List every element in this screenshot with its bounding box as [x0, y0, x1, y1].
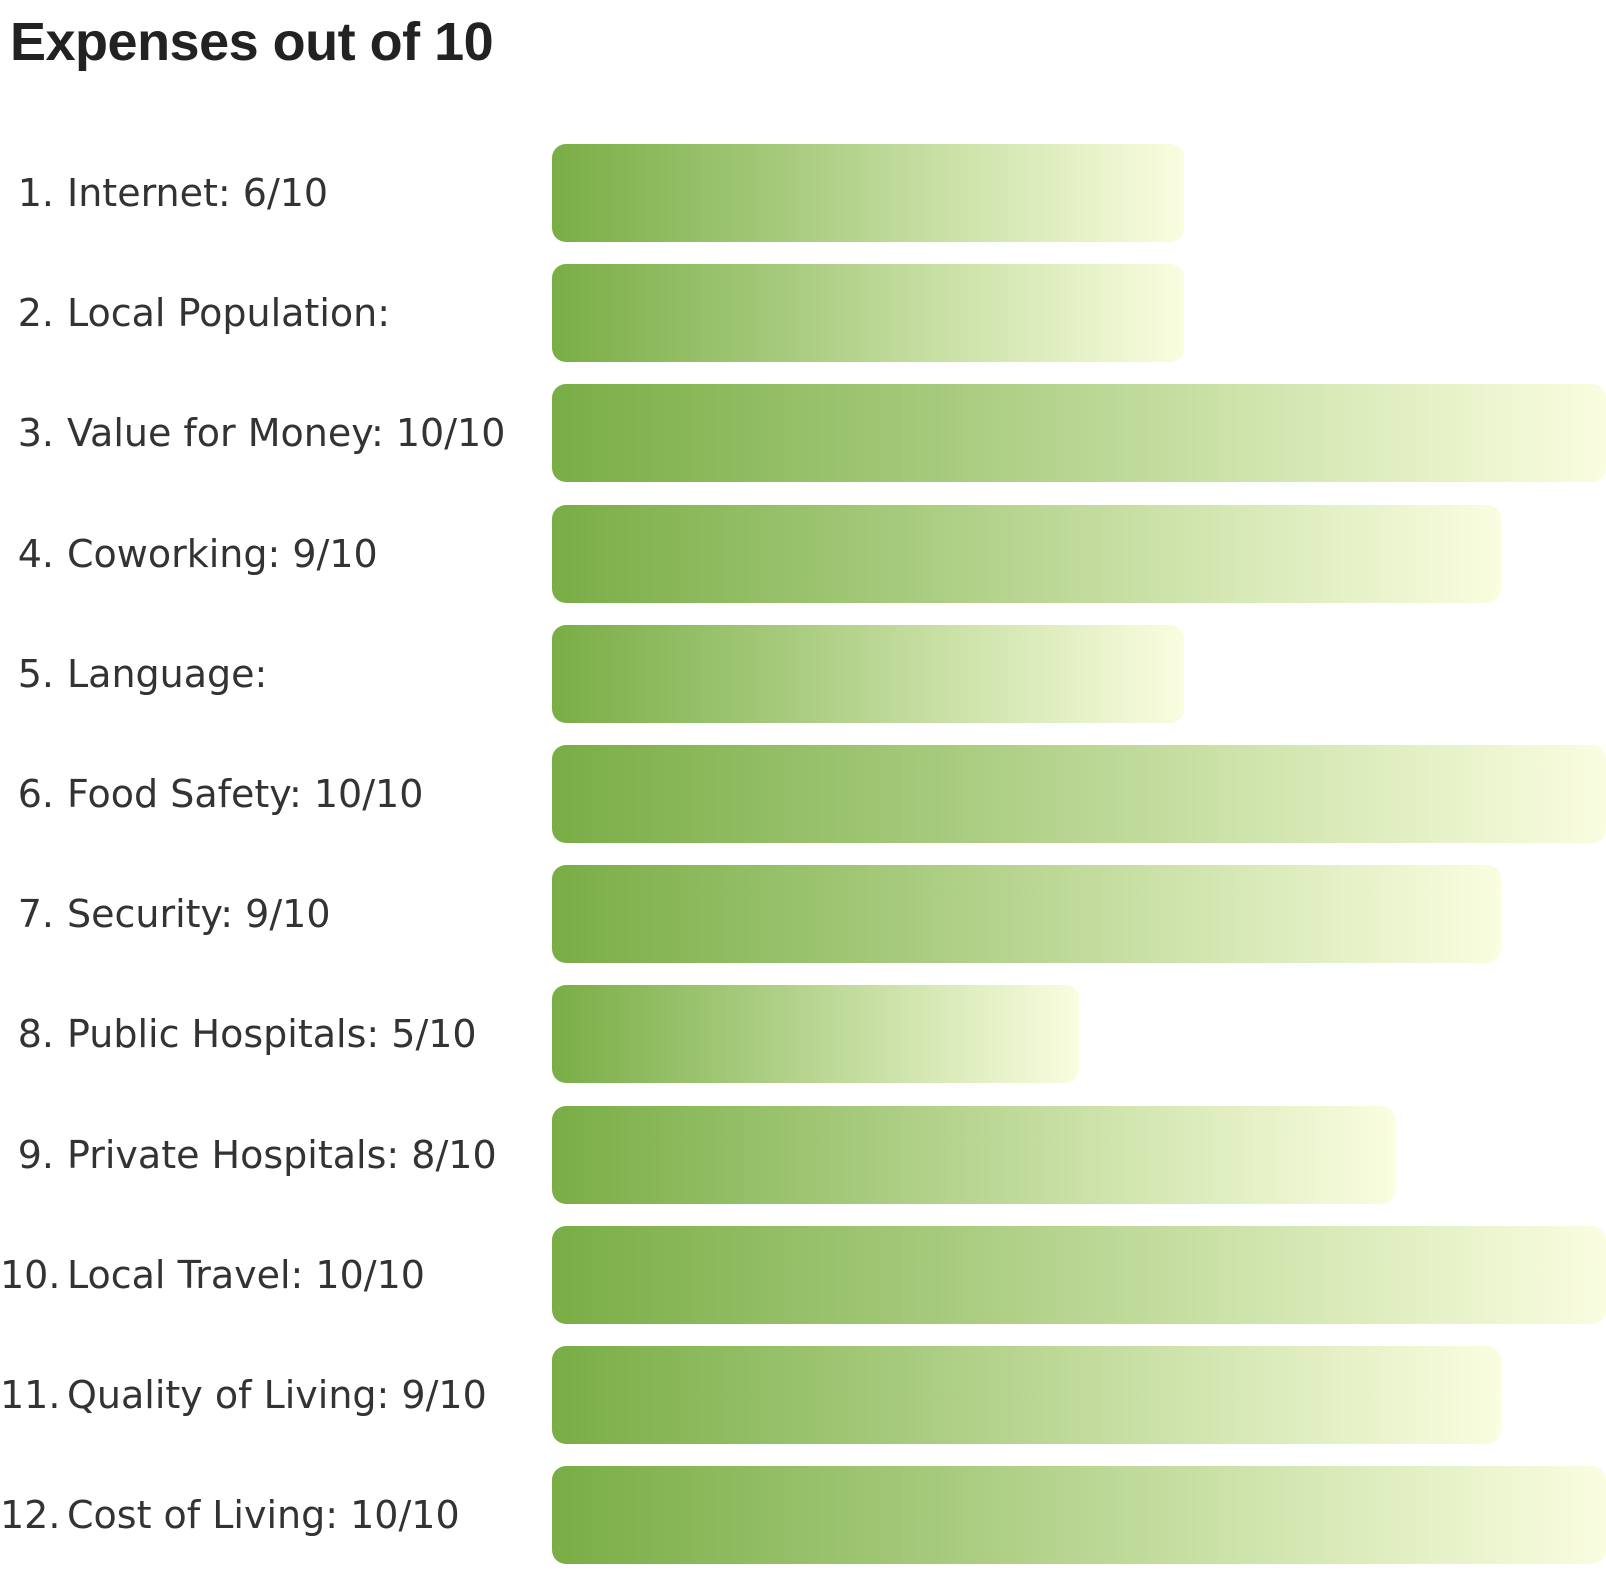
bar-row: 5. Language:: [0, 624, 1606, 723]
bar: [552, 384, 1606, 483]
bar-label: 5. Language:: [0, 625, 268, 723]
bar-label-number: 2.: [17, 291, 54, 336]
bar-label-text: Quality of Living: 9/10: [67, 1373, 487, 1417]
bar-label-number: 11.: [0, 1373, 61, 1417]
bar-track: [552, 1105, 1606, 1204]
bar-label-text: Coworking: 9/10: [67, 531, 378, 576]
bar-label-number: 12.: [0, 1493, 61, 1538]
bar: [552, 985, 1079, 1084]
bar-track: [552, 1346, 1606, 1444]
bar-label-number: 9.: [17, 1132, 54, 1177]
bar-label-text: Public Hospitals: 5/10: [67, 1012, 477, 1057]
bar: [552, 865, 1501, 964]
bar-label-text: Food Safety: 10/10: [67, 772, 424, 816]
bar-track: [552, 745, 1606, 843]
bar-label: 4. Coworking: 9/10: [0, 505, 378, 603]
bar: [552, 264, 1184, 363]
bar-label-text: Private Hospitals: 8/10: [67, 1132, 497, 1177]
bar-label: 12. Cost of Living: 10/10: [0, 1466, 460, 1564]
bar: [552, 1466, 1606, 1565]
bar-track: [552, 144, 1606, 242]
bar-label-number: 4.: [17, 531, 54, 576]
bar-track: [552, 865, 1606, 964]
bar-row: 12. Cost of Living: 10/10: [0, 1466, 1606, 1565]
bar-row: 4. Coworking: 9/10: [0, 504, 1606, 603]
bar-label-number: 6.: [17, 772, 54, 816]
bar-track: [552, 624, 1606, 723]
bar-label: 7. Security: 9/10: [0, 865, 331, 963]
bar: [552, 1105, 1395, 1204]
bar-label: 11. Quality of Living: 9/10: [0, 1346, 487, 1444]
bar-label-number: 5.: [17, 651, 54, 696]
bar-row: 11. Quality of Living: 9/10: [0, 1346, 1606, 1444]
bar-label: 2. Local Population:: [0, 264, 390, 362]
bar-label-text: Security: 9/10: [67, 892, 331, 937]
bar-label: 10. Local Travel: 10/10: [0, 1226, 425, 1324]
bar: [552, 504, 1501, 603]
bar-track: [552, 384, 1606, 483]
bar-label-text: Value for Money: 10/10: [67, 411, 506, 456]
bar-label-number: 1.: [17, 171, 54, 215]
bar-label: 8. Public Hospitals: 5/10: [0, 985, 477, 1083]
bar-label-text: Language:: [67, 651, 268, 696]
bar-track: [552, 264, 1606, 363]
bar-row: 10. Local Travel: 10/10: [0, 1225, 1606, 1324]
bar-row: 2. Local Population:: [0, 264, 1606, 363]
bar-label: 6. Food Safety: 10/10: [0, 745, 424, 843]
bar-track: [552, 1466, 1606, 1565]
bar-label-number: 8.: [17, 1012, 54, 1057]
bar-row: 6. Food Safety: 10/10: [0, 745, 1606, 843]
bar-label-text: Cost of Living: 10/10: [67, 1493, 460, 1538]
bar-row: 3. Value for Money: 10/10: [0, 384, 1606, 483]
bar-label-text: Local Travel: 10/10: [67, 1252, 425, 1297]
bar-track: [552, 1225, 1606, 1324]
chart-title: Expenses out of 10: [10, 12, 494, 72]
bar: [552, 1225, 1606, 1324]
bar-row: 8. Public Hospitals: 5/10: [0, 985, 1606, 1084]
bar-track: [552, 985, 1606, 1084]
bar-label: 9. Private Hospitals: 8/10: [0, 1106, 497, 1204]
bar-row: 9. Private Hospitals: 8/10: [0, 1105, 1606, 1204]
bar-row: 7. Security: 9/10: [0, 865, 1606, 964]
bar-label-text: Local Population:: [67, 291, 391, 336]
bar: [552, 624, 1184, 723]
bar: [552, 1346, 1501, 1444]
bar-track: [552, 504, 1606, 603]
bar-label: 1. Internet: 6/10: [0, 144, 328, 242]
bar: [552, 144, 1184, 242]
bar-label-number: 7.: [17, 892, 54, 937]
bar-label-text: Internet: 6/10: [67, 171, 329, 215]
bar-label-number: 3.: [17, 411, 54, 456]
bar-label-number: 10.: [0, 1252, 61, 1297]
bar: [552, 745, 1606, 843]
bar-row: 1. Internet: 6/10: [0, 144, 1606, 242]
bar-label: 3. Value for Money: 10/10: [0, 384, 506, 482]
